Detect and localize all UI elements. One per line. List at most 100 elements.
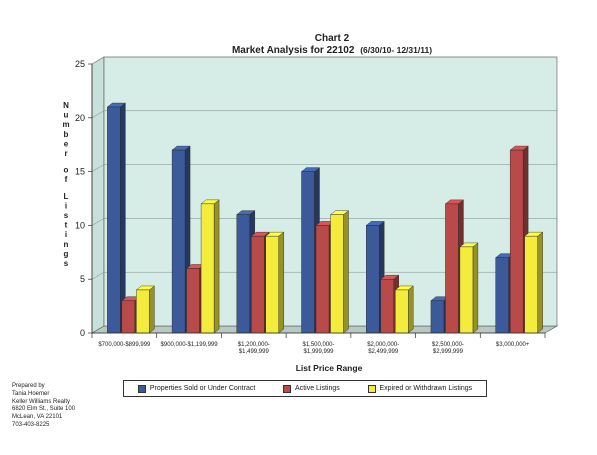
y-axis-label-letter: n [64, 240, 69, 249]
y-axis-label-letter: i [65, 230, 67, 239]
legend-label-active: Active Listings [295, 385, 340, 392]
bar-front [121, 300, 136, 334]
bar [106, 102, 126, 334]
bar-front [366, 225, 380, 334]
bar [200, 199, 220, 334]
bar [135, 285, 155, 334]
y-tick-label: 0 [80, 328, 85, 338]
bar-front [315, 225, 330, 334]
gridline-side [91, 218, 105, 226]
x-axis-label: List Price Range [296, 363, 363, 373]
bar-front [380, 279, 394, 334]
bar-front [509, 149, 524, 334]
legend-label-sold: Properties Sold or Under Contract [149, 385, 256, 392]
chart-title: Chart 2 [315, 33, 350, 44]
y-axis-label-letter: i [65, 201, 67, 210]
bar-front [330, 214, 344, 334]
gridline-side [91, 164, 105, 172]
agency-street: 6820 Elm St., Suite 100 [12, 406, 76, 413]
bar-front [251, 235, 265, 334]
chart-subtitle: Market Analysis for 22102 (6/30/10- 12/3… [232, 45, 432, 56]
y-axis-label-letter: s [64, 259, 69, 268]
y-axis-label-letter: N [63, 101, 69, 110]
x-category-label: $1,200,000- [238, 342, 270, 348]
agency-city: McLean, VA 22101 [12, 414, 63, 421]
y-axis-label-letter: m [62, 120, 69, 129]
bar-side [213, 199, 220, 334]
bar [329, 210, 350, 334]
chart-subtitle-main: Market Analysis for 22102 [232, 45, 355, 56]
gridline-side [91, 56, 105, 65]
agency-phone: 703-403-8225 [12, 421, 50, 428]
legend-item-sold: Properties Sold or Under Contract [137, 384, 256, 393]
bar [265, 231, 285, 334]
agency-name: Keller Williams Realty [12, 398, 71, 405]
bar-side [472, 242, 479, 334]
x-category-label: $2,500,000- [432, 342, 464, 348]
x-axis: $700,000-$899,999 $900,000-$1,199,999 $1,2… [91, 332, 546, 355]
bar-front [171, 149, 186, 334]
x-category-label: $1,999,999 [303, 349, 334, 355]
bar [394, 285, 414, 334]
chart-subtitle-dates: (6/30/10- 12/31/11) [360, 45, 432, 55]
y-tick-label: 20 [75, 113, 85, 123]
plot-side-wall [91, 56, 105, 334]
y-axis-label-letter: t [65, 221, 68, 230]
bar-front [430, 300, 445, 334]
gridline-side [91, 271, 105, 280]
bar-side [408, 285, 414, 334]
chart-legend: Properties Sold or Under Contract Active… [123, 380, 487, 397]
y-axis-label-letter: o [64, 166, 69, 175]
bar-front [395, 289, 409, 334]
bar-front [107, 106, 121, 334]
bar-front [265, 235, 279, 334]
bar-side [149, 285, 155, 334]
x-category-label: $900,000-$1,199,999 [161, 342, 219, 348]
bar-front [301, 171, 315, 334]
bar-front [200, 203, 215, 334]
bar-side [537, 231, 543, 334]
legend-swatch-expired [367, 384, 376, 393]
y-axis-label-letter: g [64, 249, 69, 258]
x-category-label: $1,500,000- [302, 342, 334, 348]
legend-item-expired: Expired or Withdrawn Listings [367, 384, 473, 393]
y-tick-label: 25 [75, 59, 85, 69]
x-category-label: $700,000-$899,999 [98, 342, 151, 348]
prepared-by-block: Prepared by Tania Hoemer Keller Williams… [12, 383, 75, 430]
bar [430, 296, 450, 334]
prepared-by-line: Prepared by [12, 383, 45, 389]
y-axis-label-letter: b [64, 130, 69, 139]
y-axis-label-letter: r [64, 149, 67, 158]
y-axis-label-letter: s [64, 211, 69, 220]
y-tick-label: 15 [75, 167, 85, 177]
bar [524, 231, 544, 334]
legend-label-expired: Expired or Withdrawn Listings [379, 385, 473, 392]
bar-side [278, 231, 284, 334]
legend-item-active: Active Listings [283, 384, 340, 393]
y-axis-label-letter: f [65, 175, 68, 184]
bar-front [495, 257, 509, 334]
y-axis-label-letter: L [64, 192, 69, 201]
x-category-label: $3,000,000+ [496, 342, 530, 348]
bar-front [136, 289, 150, 334]
y-axis: 0 5 10 15 20 25 [75, 59, 93, 338]
bar [459, 242, 479, 334]
legend-swatch-sold [137, 384, 146, 393]
bar-side [343, 210, 349, 334]
gridline-side [91, 110, 105, 119]
y-tick-label: 5 [80, 274, 85, 284]
legend-swatch-active [283, 384, 292, 393]
x-category-label: $1,499,999 [239, 349, 270, 355]
x-category-label: $2,499,999 [368, 349, 399, 355]
y-tick-label: 10 [75, 220, 85, 230]
y-axis-label-letter: e [64, 139, 69, 148]
bar-front [445, 203, 459, 334]
bar-front [524, 235, 538, 334]
bar-front [459, 246, 474, 334]
agent-name: Tania Hoemer [12, 390, 50, 397]
y-axis-label-letter: u [64, 111, 69, 120]
bar [380, 274, 400, 334]
bar-front [236, 214, 250, 334]
